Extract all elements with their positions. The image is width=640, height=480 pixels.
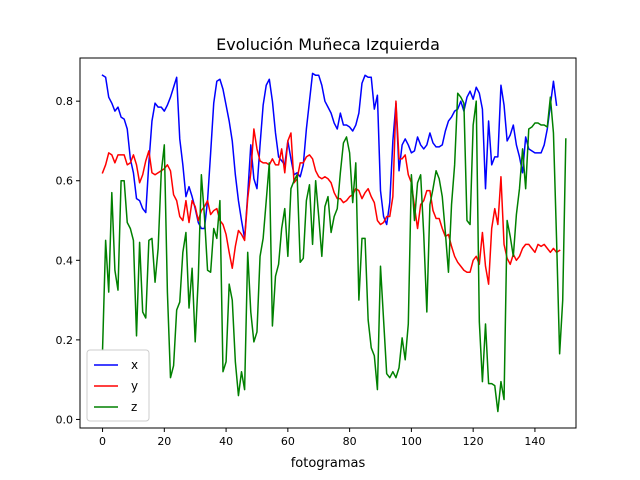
x-tick-label: 0 — [99, 435, 106, 448]
x-tick-label: 40 — [219, 435, 233, 448]
y-tick-label: 0.6 — [56, 175, 74, 188]
y-tick-label: 0.8 — [56, 95, 74, 108]
legend-label-z: z — [131, 400, 137, 414]
x-axis-label: fotogramas — [291, 456, 366, 471]
legend-label-x: x — [131, 358, 138, 372]
y-tick-label: 0.2 — [56, 334, 74, 347]
x-tick-label: 20 — [157, 435, 171, 448]
y-tick-label: 0.0 — [56, 413, 74, 426]
series-line-x — [101, 72, 558, 240]
x-tick-label: 60 — [281, 435, 295, 448]
y-tick-label: 0.4 — [56, 254, 74, 267]
x-axis-ticks: 0 20 40 60 80 100 120 140 — [99, 428, 545, 448]
series-line-y — [101, 100, 561, 285]
series-line-z — [101, 92, 567, 413]
plot-frame — [79, 57, 577, 429]
series-layer — [101, 72, 567, 413]
x-tick-label: 100 — [401, 435, 422, 448]
legend-label-y: y — [131, 379, 138, 393]
legend-items: xyz — [94, 358, 138, 414]
legend: xyz — [86, 349, 150, 422]
chart-title: Evolución Muñeca Izquierda — [216, 35, 440, 54]
x-tick-label: 120 — [463, 435, 484, 448]
x-tick-label: 140 — [524, 435, 545, 448]
x-tick-label: 80 — [343, 435, 357, 448]
y-axis-ticks: 0.0 0.2 0.4 0.6 0.8 — [56, 95, 80, 426]
